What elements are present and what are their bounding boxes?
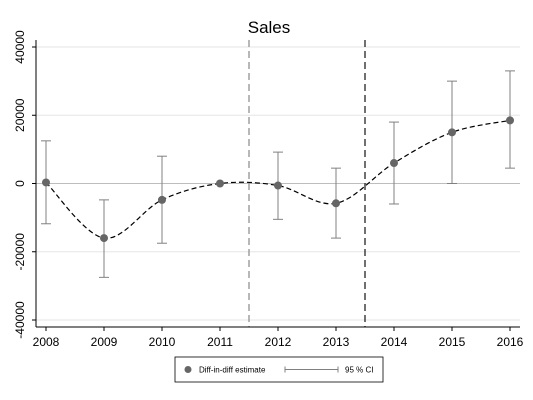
- x-tick-label: 2010: [149, 335, 176, 349]
- data-point: [274, 181, 282, 190]
- data-point: [42, 178, 50, 187]
- legend-label-estimate: Diff-in-diff estimate: [199, 366, 266, 375]
- x-tick-label: 2008: [33, 335, 60, 349]
- axes: -40000 -20000 0 20000 40000 2008 2009 2010 2011 2…: [13, 30, 524, 349]
- series-points: [42, 116, 514, 243]
- y-tick-label: -20000: [13, 233, 27, 271]
- data-point: [158, 195, 166, 204]
- y-tick-label: 40000: [13, 30, 27, 64]
- x-tick-label: 2014: [381, 335, 408, 349]
- reference-lines: [248, 40, 366, 327]
- legend-box: [174, 356, 384, 383]
- y-tick-label: 20000: [13, 98, 27, 132]
- x-tick-label: 2011: [207, 335, 233, 349]
- y-tick-label: -40000: [13, 301, 27, 339]
- x-tick-label: 2012: [265, 335, 292, 349]
- data-point: [448, 128, 456, 137]
- x-tick-label: 2016: [497, 335, 524, 349]
- series-line-path: [45, 119, 511, 239]
- data-point: [506, 116, 514, 125]
- data-point: [100, 234, 108, 243]
- x-tick-label: 2015: [439, 335, 466, 349]
- series-line: [45, 119, 511, 239]
- legend-marker-point: [184, 366, 192, 373]
- legend-label-ci: 95 % CI: [345, 366, 373, 375]
- chart-title: Sales: [248, 18, 291, 37]
- data-point: [332, 199, 340, 208]
- x-tick-label: 2009: [91, 335, 118, 349]
- confidence-intervals: [41, 70, 515, 278]
- y-tick-label: 0: [13, 180, 27, 187]
- legend: Diff-in-diff estimate 95 % CI: [174, 356, 384, 383]
- data-point: [390, 159, 398, 168]
- x-tick-label: 2013: [323, 335, 350, 349]
- data-point: [216, 179, 224, 188]
